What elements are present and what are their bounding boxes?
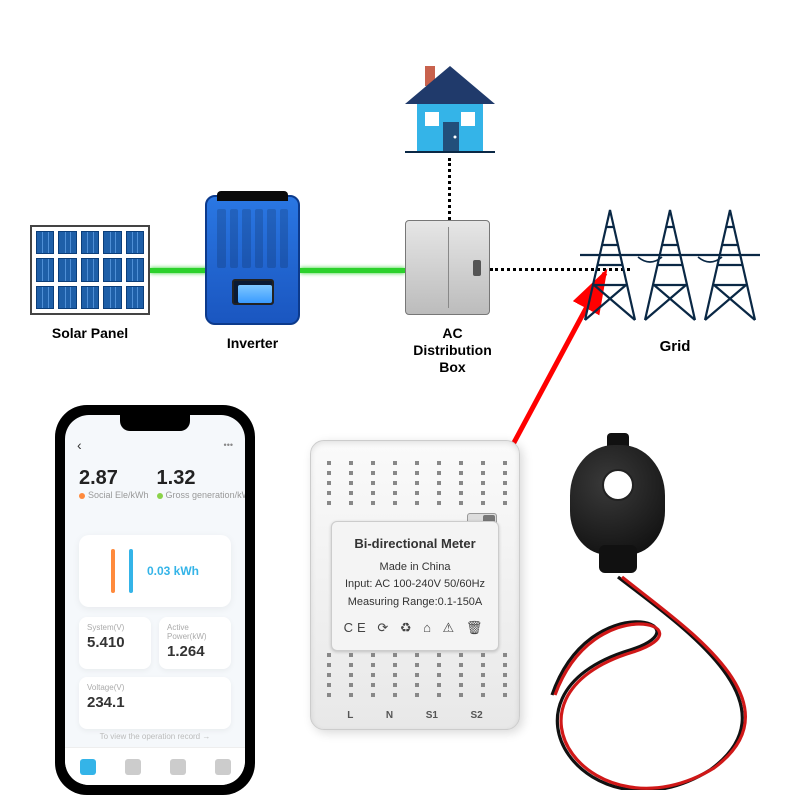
- node-ac-distribution-box: AC Distribution Box: [405, 220, 500, 375]
- node-grid: Grid: [580, 195, 770, 355]
- nav-2[interactable]: [110, 748, 155, 785]
- label-inverter: Inverter: [205, 335, 300, 351]
- nav-1[interactable]: [65, 748, 110, 785]
- stat1-value: 2.87: [79, 467, 149, 490]
- node-ct-clamp: [570, 445, 665, 555]
- ct-wire: [540, 555, 760, 790]
- label-solar: Solar Panel: [30, 325, 150, 341]
- node-solar-panel: Solar Panel: [30, 225, 150, 341]
- center-chart: 0.03 kWh: [79, 535, 231, 607]
- nav-3[interactable]: [155, 748, 200, 785]
- back-icon[interactable]: ‹: [77, 437, 82, 453]
- label-acbox: AC Distribution Box: [405, 325, 500, 375]
- cert-icons: CE ⟳ ♻ ⌂ ⚠ 🗑: [342, 618, 488, 639]
- nav-4[interactable]: [200, 748, 245, 785]
- node-inverter: Inverter: [205, 195, 300, 351]
- bottom-nav: [65, 747, 245, 785]
- card-system[interactable]: System(V)5.410: [79, 617, 151, 669]
- edge-solar-inverter: [150, 268, 210, 273]
- node-phone-app: ‹••• 2.87 Social Ele/kWh 1.32 Gross gene…: [55, 405, 255, 795]
- edge-inverter-acbox: [300, 268, 405, 273]
- node-house: [395, 60, 505, 165]
- edge-house-acbox: [448, 158, 451, 220]
- meter-label-plate: Bi-directional Meter Made in China Input…: [331, 521, 499, 651]
- card-active-power[interactable]: Active Power(kW)1.264: [159, 617, 231, 669]
- label-grid: Grid: [580, 338, 770, 355]
- meter-terminals: L N S1 S2: [331, 710, 499, 721]
- node-bidirectional-meter: Bi-directional Meter Made in China Input…: [310, 440, 520, 730]
- footer-link[interactable]: To view the operation record →: [79, 732, 231, 741]
- diagram-stage: Solar Panel Inverter AC Distribution Box: [0, 0, 800, 800]
- card-voltage[interactable]: Voltage(V)234.1: [79, 677, 231, 729]
- stat2-value: 1.32: [157, 467, 245, 490]
